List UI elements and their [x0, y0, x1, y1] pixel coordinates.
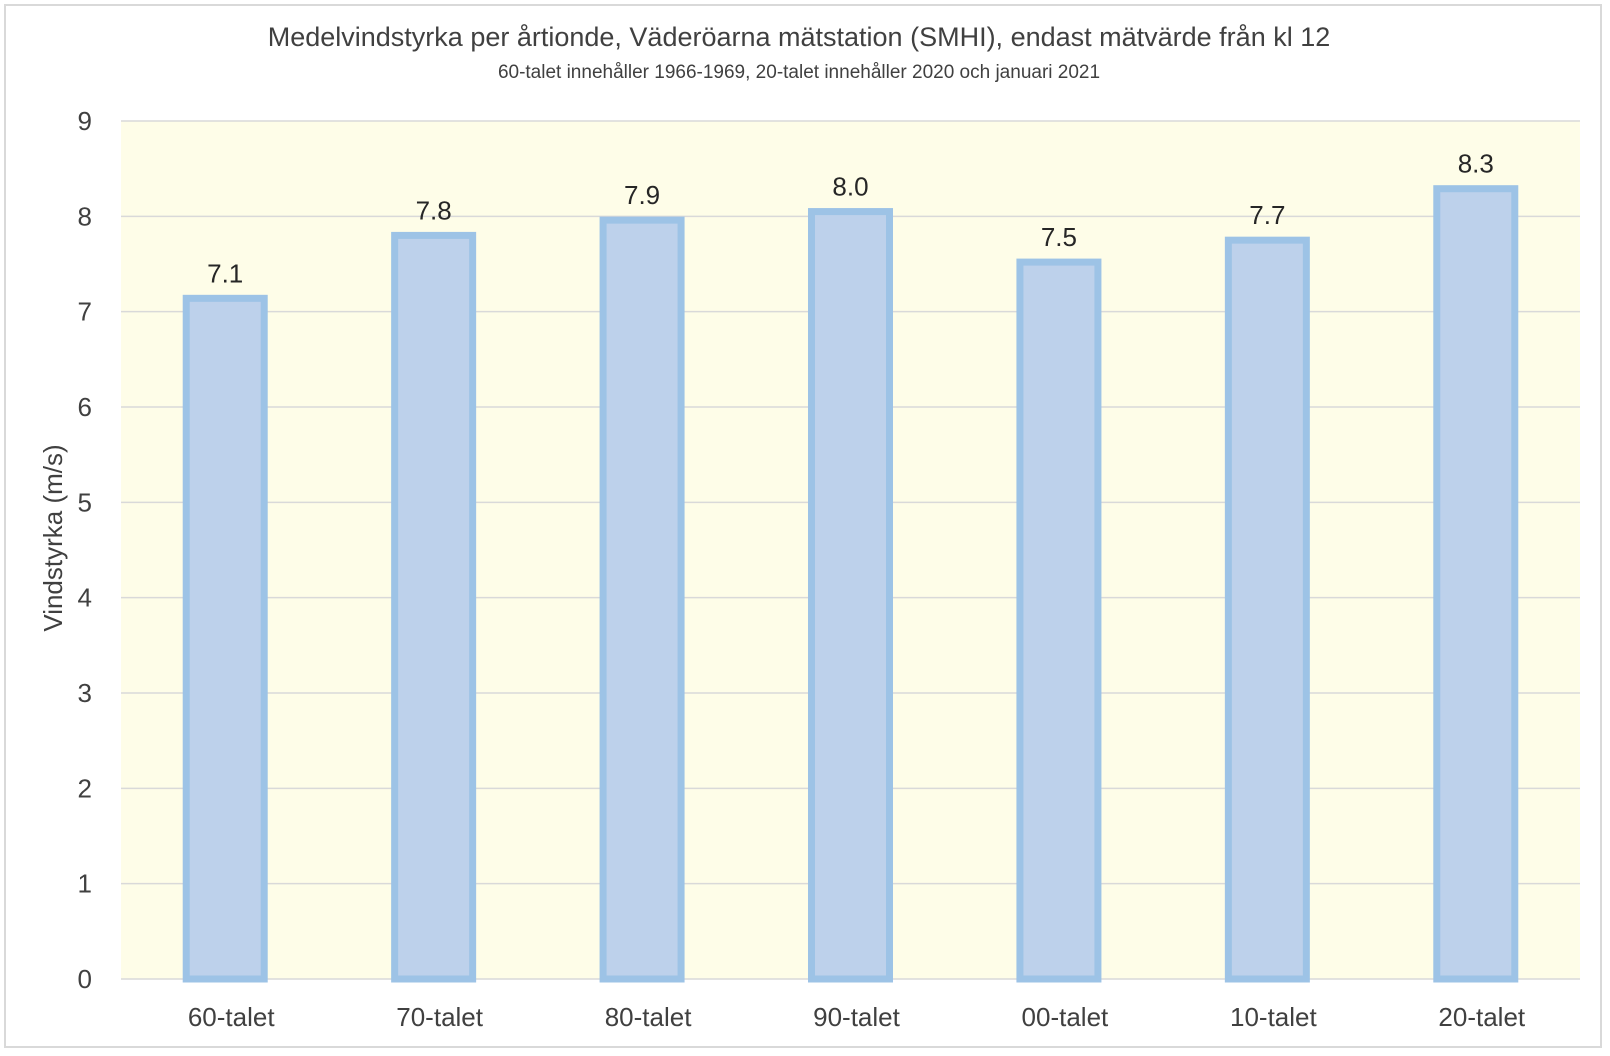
labels: 0 1 2 3 4 5 6 7 8 9 7.1 60-talet 7.8 70-talet 7.9 80-ta… — [78, 106, 1526, 1032]
bar-70-talet[interactable] — [391, 231, 477, 983]
bar-60-talet[interactable] — [182, 294, 268, 983]
x-category-label: 80-talet — [605, 1002, 692, 1032]
data-label: 8.3 — [1458, 149, 1494, 179]
bar-20-talet[interactable] — [1433, 185, 1519, 983]
y-tick-label: 9 — [78, 106, 92, 136]
x-category-label: 20-talet — [1438, 1002, 1525, 1032]
x-category-label: 00-talet — [1022, 1002, 1109, 1032]
y-tick-label: 1 — [78, 869, 92, 899]
x-category-label: 60-talet — [188, 1002, 275, 1032]
y-tick-label: 4 — [78, 583, 92, 613]
data-label: 8.0 — [832, 172, 868, 202]
y-tick-label: 5 — [78, 487, 92, 517]
bar-10-talet[interactable] — [1224, 236, 1310, 983]
y-tick-label: 6 — [78, 392, 92, 422]
chart-title: Medelvindstyrka per årtionde, Väderöarna… — [267, 22, 1331, 52]
x-category-label: 90-talet — [813, 1002, 900, 1032]
bar-00-talet[interactable] — [1016, 258, 1102, 983]
data-label: 7.7 — [1249, 200, 1285, 230]
data-label: 7.8 — [416, 195, 452, 225]
bars — [182, 185, 1519, 983]
y-tick-label: 7 — [78, 297, 92, 327]
y-tick-label: 2 — [78, 773, 92, 803]
x-category-label: 70-talet — [396, 1002, 483, 1032]
bar-80-talet[interactable] — [599, 216, 685, 983]
y-axis-title: Vindstyrka (m/s) — [38, 444, 68, 631]
bar-90-talet[interactable] — [808, 208, 893, 983]
chart-subtitle: 60-talet innehåller 1966-1969, 20-talet … — [497, 62, 1101, 83]
y-tick-label: 8 — [78, 201, 92, 231]
data-label: 7.1 — [207, 258, 243, 288]
data-label: 7.5 — [1041, 222, 1077, 252]
data-label: 7.9 — [624, 180, 660, 210]
y-tick-label: 3 — [78, 678, 92, 708]
y-tick-label: 0 — [78, 964, 92, 994]
x-category-label: 10-talet — [1230, 1002, 1317, 1032]
